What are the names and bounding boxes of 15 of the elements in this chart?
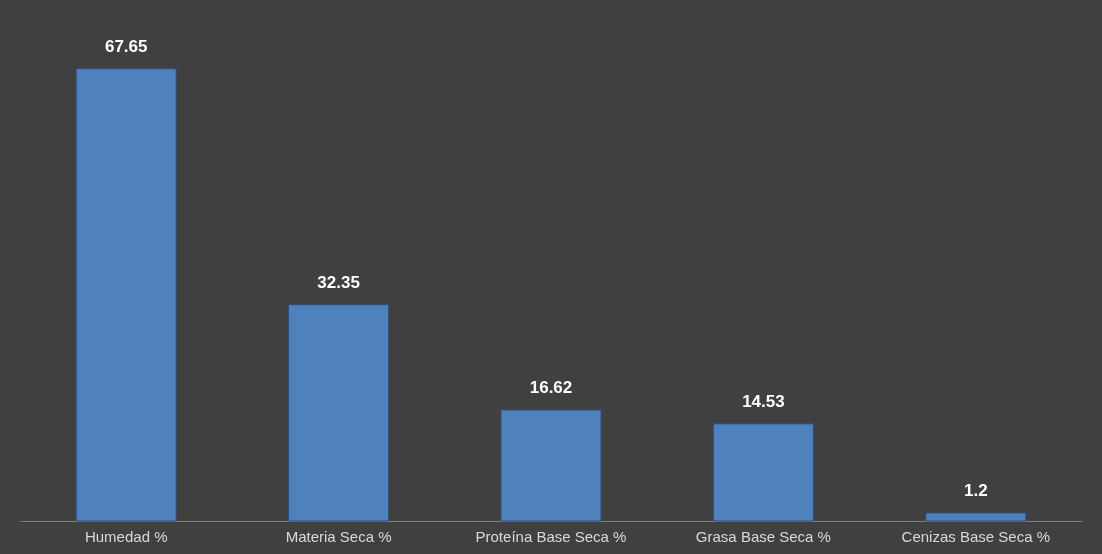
data-label: 16.62 xyxy=(529,377,573,397)
bar xyxy=(288,304,390,522)
data-label: 32.35 xyxy=(317,272,360,292)
bar xyxy=(500,409,602,522)
data-label: 67.65 xyxy=(104,36,148,56)
x-tick-label: Proteína Base Seca % xyxy=(475,527,627,545)
bar xyxy=(75,68,177,522)
x-tick-label: Humedad % xyxy=(84,527,168,545)
bar xyxy=(925,512,1027,522)
bar xyxy=(712,423,814,522)
x-tick-label: Materia Seca % xyxy=(285,527,392,545)
data-label: 1.2 xyxy=(963,480,988,500)
x-tick-label: Grasa Base Seca % xyxy=(695,527,831,545)
data-label: 14.53 xyxy=(742,391,785,411)
x-tick-label: Cenizas Base Seca % xyxy=(901,527,1051,545)
